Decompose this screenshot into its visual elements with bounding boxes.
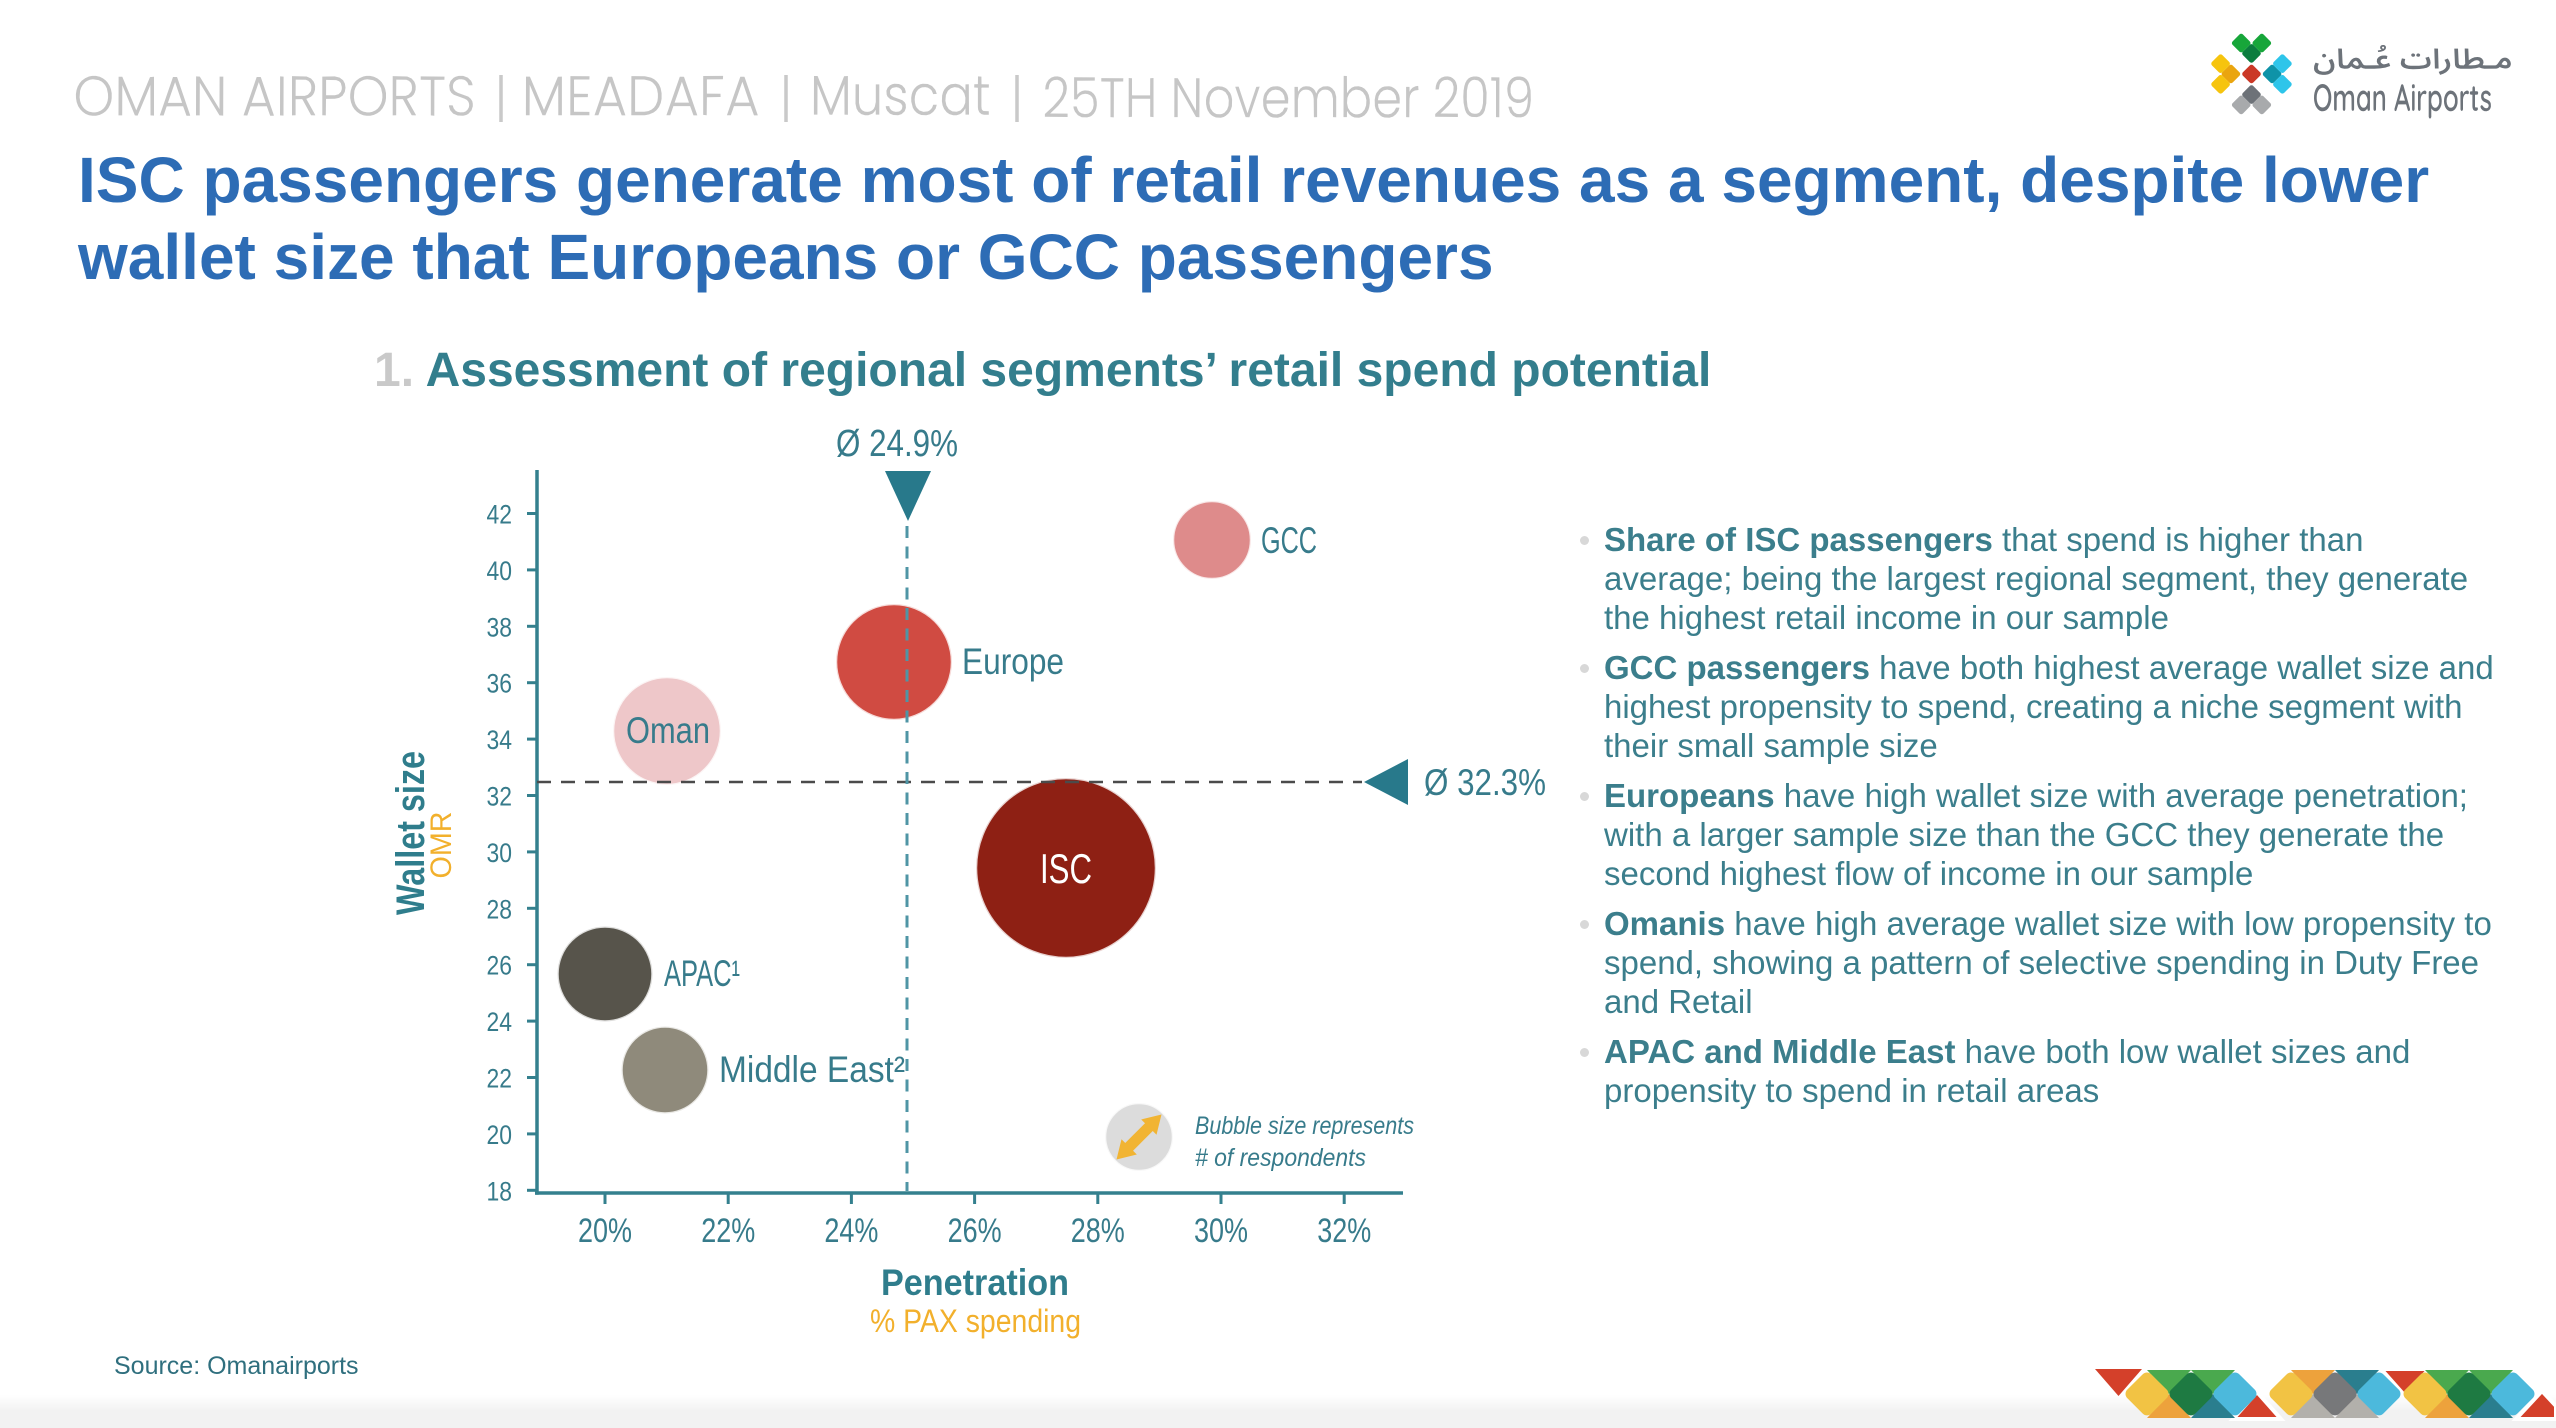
svg-text:32: 32: [487, 782, 513, 812]
svg-text:30: 30: [487, 838, 513, 868]
svg-text:30%: 30%: [1194, 1212, 1248, 1250]
svg-text:42: 42: [487, 500, 513, 530]
svg-text:18: 18: [487, 1176, 513, 1206]
svg-text:Ø 24.9%: Ø 24.9%: [836, 423, 958, 465]
svg-text:Oman: Oman: [626, 710, 710, 751]
svg-text:28%: 28%: [1071, 1212, 1125, 1250]
svg-text:20%: 20%: [578, 1212, 632, 1250]
svg-text:26: 26: [487, 951, 513, 981]
svg-text:Europe: Europe: [962, 641, 1064, 682]
svg-text:GCC: GCC: [1261, 520, 1317, 561]
svg-text:24%: 24%: [824, 1212, 878, 1250]
svg-text:Ø 32.3%: Ø 32.3%: [1424, 762, 1546, 803]
svg-text:APAC¹: APAC¹: [664, 953, 740, 994]
svg-text:26%: 26%: [948, 1212, 1002, 1250]
svg-text:36: 36: [487, 669, 513, 699]
svg-text:40: 40: [487, 556, 513, 586]
svg-text:32%: 32%: [1317, 1212, 1371, 1250]
svg-text:# of respondents: # of respondents: [1195, 1144, 1366, 1172]
svg-text:Penetration: Penetration: [881, 1262, 1069, 1303]
svg-text:OMR: OMR: [425, 812, 458, 879]
svg-text:Bubble size represents: Bubble size represents: [1195, 1112, 1414, 1140]
svg-text:22%: 22%: [701, 1212, 755, 1250]
svg-text:% PAX spending: % PAX spending: [870, 1303, 1081, 1339]
svg-text:24: 24: [487, 1007, 513, 1037]
svg-text:20: 20: [487, 1120, 513, 1150]
svg-text:22: 22: [487, 1064, 513, 1094]
svg-text:34: 34: [487, 725, 513, 755]
svg-text:38: 38: [487, 612, 513, 642]
svg-text:Wallet size: Wallet size: [389, 751, 433, 915]
svg-text:Middle East²: Middle East²: [719, 1049, 905, 1090]
svg-text:28: 28: [487, 894, 513, 924]
svg-text:ISC: ISC: [1040, 845, 1092, 892]
